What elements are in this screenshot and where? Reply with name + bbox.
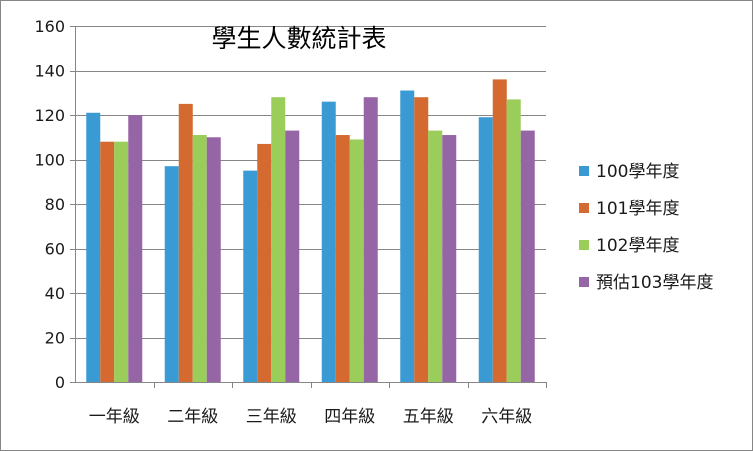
legend-swatch — [579, 277, 589, 287]
y-tick-label: 140 — [34, 62, 65, 81]
bar — [349, 139, 364, 382]
legend-label: 100學年度 — [596, 162, 679, 182]
bar — [257, 143, 272, 382]
bar — [478, 117, 493, 382]
y-tick-label: 120 — [34, 106, 65, 125]
y-tick-label: 40 — [45, 284, 65, 303]
x-category-label: 三年級 — [246, 407, 297, 427]
x-category-label: 四年級 — [324, 407, 375, 427]
x-category-label: 六年級 — [481, 407, 532, 427]
bar — [192, 135, 207, 382]
bar — [271, 97, 286, 382]
legend-label: 101學年度 — [596, 199, 679, 219]
legend-swatch — [579, 166, 589, 176]
y-tick-label: 60 — [45, 240, 65, 259]
bar — [321, 101, 336, 383]
legend-label: 102學年度 — [596, 236, 679, 256]
y-tick-label: 100 — [34, 151, 65, 170]
bar — [442, 135, 457, 382]
bar — [243, 170, 258, 382]
bar — [520, 130, 535, 382]
bar — [178, 103, 193, 382]
bar — [114, 141, 129, 382]
legend-label: 預估103學年度 — [596, 273, 713, 293]
x-category-label: 五年級 — [403, 407, 454, 427]
bar — [206, 137, 221, 382]
bar — [285, 130, 300, 382]
bar — [428, 130, 443, 382]
bars — [86, 79, 535, 383]
bar — [492, 79, 507, 383]
y-tick-label: 80 — [45, 195, 65, 214]
bar — [86, 112, 101, 383]
x-category-label: 一年級 — [89, 407, 140, 427]
bar — [128, 115, 143, 382]
bar — [400, 90, 415, 383]
x-category-label: 二年級 — [167, 407, 218, 427]
legend-swatch — [579, 203, 589, 213]
bar — [164, 166, 179, 382]
gridlines — [75, 26, 546, 339]
bar — [100, 141, 115, 382]
chart-title: 學生人數統計表 — [211, 24, 386, 53]
bar — [363, 97, 378, 382]
axes: 0 20 40 60 80 100 120 140 160 一年級 二年級 三年級 四年級 五年級 六年級 — [34, 17, 547, 427]
bar — [414, 97, 429, 382]
y-tick-label: 20 — [45, 329, 65, 348]
y-tick-label: 0 — [55, 373, 65, 392]
legend-swatch — [579, 240, 589, 250]
y-tick-label: 160 — [34, 17, 65, 36]
bar — [335, 135, 350, 382]
bar — [506, 99, 521, 383]
